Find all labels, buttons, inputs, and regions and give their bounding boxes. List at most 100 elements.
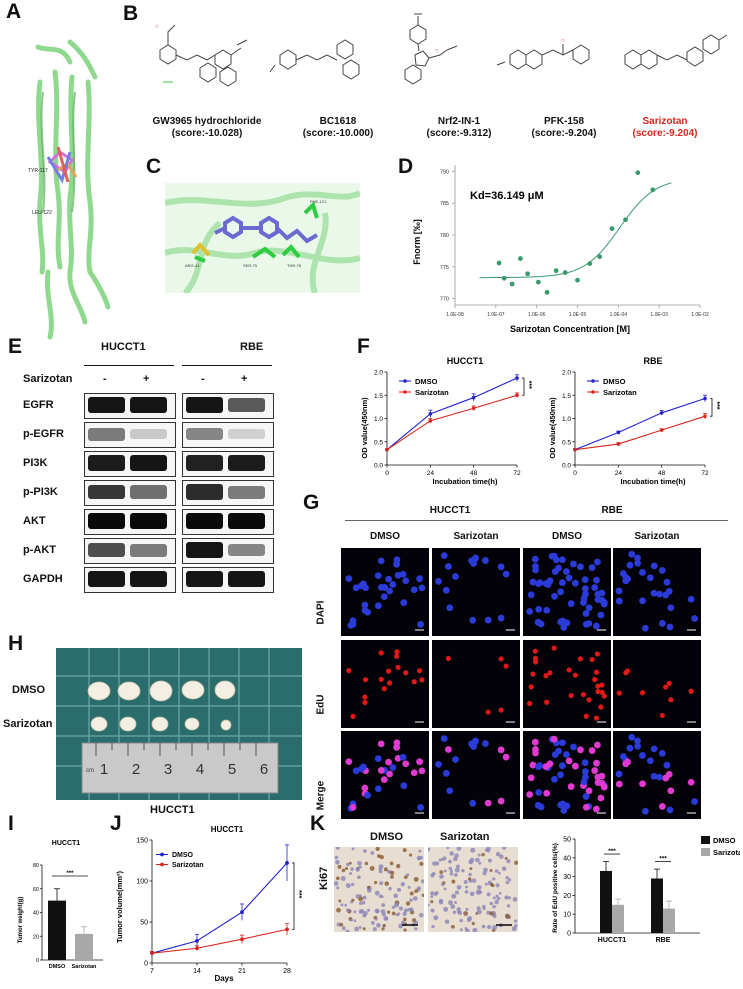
edu-merged-cell <box>364 791 371 799</box>
ihc-cell <box>448 900 453 906</box>
cck8-data-point <box>659 411 664 415</box>
edu-nucleus <box>377 583 385 591</box>
edu-positive-cell <box>666 680 672 686</box>
edu-merged-cell <box>658 749 666 757</box>
wb-band <box>88 397 125 413</box>
ihc-cell <box>438 898 443 903</box>
ihc-cell <box>351 847 355 851</box>
ihc-cell <box>351 898 355 902</box>
wb-band <box>228 428 265 440</box>
mst-x-tick-label: 1.0E-03 <box>650 312 668 318</box>
mst-y-tick-label: 775 <box>440 265 449 271</box>
ihc-cell <box>430 900 434 904</box>
edu-micrograph-svg <box>616 668 696 723</box>
cck8-data-point <box>515 393 519 398</box>
edu-micrograph-svg <box>346 649 425 723</box>
edu-nucleus <box>444 563 452 570</box>
wb-band <box>130 543 167 557</box>
edu-nucleus <box>529 578 537 586</box>
wb-lane-1: - <box>103 373 107 385</box>
ihc-cell <box>382 923 386 928</box>
ihc-cell <box>358 865 362 869</box>
wb-band <box>88 427 125 441</box>
edu-rate-ylabel: Rate of EdU positive cells(%) <box>552 843 559 933</box>
wb-band <box>186 513 223 529</box>
edu-nucleus <box>577 563 584 571</box>
ihc-cell <box>362 913 367 918</box>
edu-rate-legend-sarizotan: Sarizotan <box>713 848 740 857</box>
edu-nucleus <box>389 581 397 588</box>
edu-positive-cell <box>595 688 601 695</box>
ihc-cell <box>403 875 408 880</box>
cck8-significance-bracket <box>522 377 525 396</box>
tv-data-point <box>285 861 289 865</box>
edu-nucleus <box>626 561 634 569</box>
molecule-structures: ○ ○ ○ <box>135 10 735 105</box>
panel-label-a: A <box>6 0 22 23</box>
edu-merged-cell <box>417 804 424 811</box>
wb-lane-4: + <box>241 373 248 385</box>
edu-merged-cell <box>484 799 492 807</box>
tw-y-tick-label: 40 <box>33 911 39 917</box>
ihc-cell <box>430 895 434 899</box>
wb-protein-label: EGFR <box>23 399 54 411</box>
tv-legend-marker <box>160 852 164 857</box>
edu-nucleus <box>497 563 505 571</box>
ihc-cell <box>355 867 360 872</box>
tumor-weight-chart: 0 20 40 60 80 DMSO Sarizotan *** HUCCT1 Tumor w… <box>18 840 103 970</box>
edu-merged-cell <box>581 759 589 767</box>
mst-data-point <box>562 270 568 275</box>
edu-positive-cell <box>594 651 601 657</box>
edu-positive-cell <box>624 668 631 674</box>
ihc-cell <box>381 927 385 931</box>
tv-x-tick-label: 14 <box>193 968 201 975</box>
edu-divider <box>345 520 728 521</box>
edu-merged-cell <box>380 776 388 784</box>
wb-band <box>186 427 223 441</box>
edu-nucleus <box>417 621 424 628</box>
compound-5: Sarizotan (score:-9.204) <box>590 116 740 140</box>
ihc-cell <box>353 910 357 914</box>
cck8-y-tick-label: 1.0 <box>374 416 383 423</box>
ihc-cell <box>353 919 357 923</box>
edu-nucleus <box>650 589 658 597</box>
edu-nucleus <box>535 605 543 613</box>
ihc-cell <box>387 869 391 874</box>
edu-positive-cell <box>445 655 451 662</box>
protein-structure-image: TYR-117 LEU-122 <box>10 22 115 342</box>
edu-positive-cell <box>528 684 534 690</box>
ihc-cell <box>471 878 477 883</box>
edu-merged-cell <box>582 803 590 811</box>
edu-merged-cell <box>593 805 600 813</box>
edu-positive-cell <box>592 676 598 683</box>
edu-nucleus <box>557 588 564 596</box>
mst-y-tick-label: 780 <box>440 233 449 239</box>
edu-rate-category-label: HUCCT1 <box>598 937 626 944</box>
ihc-cell <box>433 915 439 921</box>
cck8-legend-marker <box>591 379 595 383</box>
edu-merged-cell <box>691 798 699 805</box>
ihc-cell <box>366 888 372 893</box>
residue-label-a1: TYR-117 <box>28 168 48 174</box>
tv-significance-mark: *** <box>295 890 302 898</box>
ihc-cell <box>497 871 501 875</box>
edu-nucleus <box>435 577 442 585</box>
edu-merged-cell <box>435 760 442 768</box>
tumor-volume-title: HUCCT1 <box>211 825 244 834</box>
edu-nucleus <box>559 556 566 564</box>
edu-merged-cell <box>550 735 558 743</box>
ihc-cell <box>456 884 462 890</box>
mst-data-point <box>623 217 628 223</box>
ihc-cell <box>505 880 510 885</box>
cck8-xlabel-hucct1: Incubation time(h) <box>433 477 498 486</box>
edu-merged-cell <box>497 797 505 805</box>
mst-y-tick-label: 785 <box>440 201 449 207</box>
edu-merged-cell <box>526 791 534 798</box>
cck8-chart-hucct1: 0.0 0.5 1.0 1.5 2.0 0 24 48 72 *** HUCCT1 Incubat… <box>360 356 532 486</box>
tv-data-point <box>195 946 199 951</box>
edu-merged-cell <box>502 753 510 761</box>
edu-nucleus <box>565 574 573 582</box>
ihc-cell <box>481 852 485 857</box>
edu-nucleus <box>440 552 448 559</box>
ihc-cell <box>475 857 480 863</box>
